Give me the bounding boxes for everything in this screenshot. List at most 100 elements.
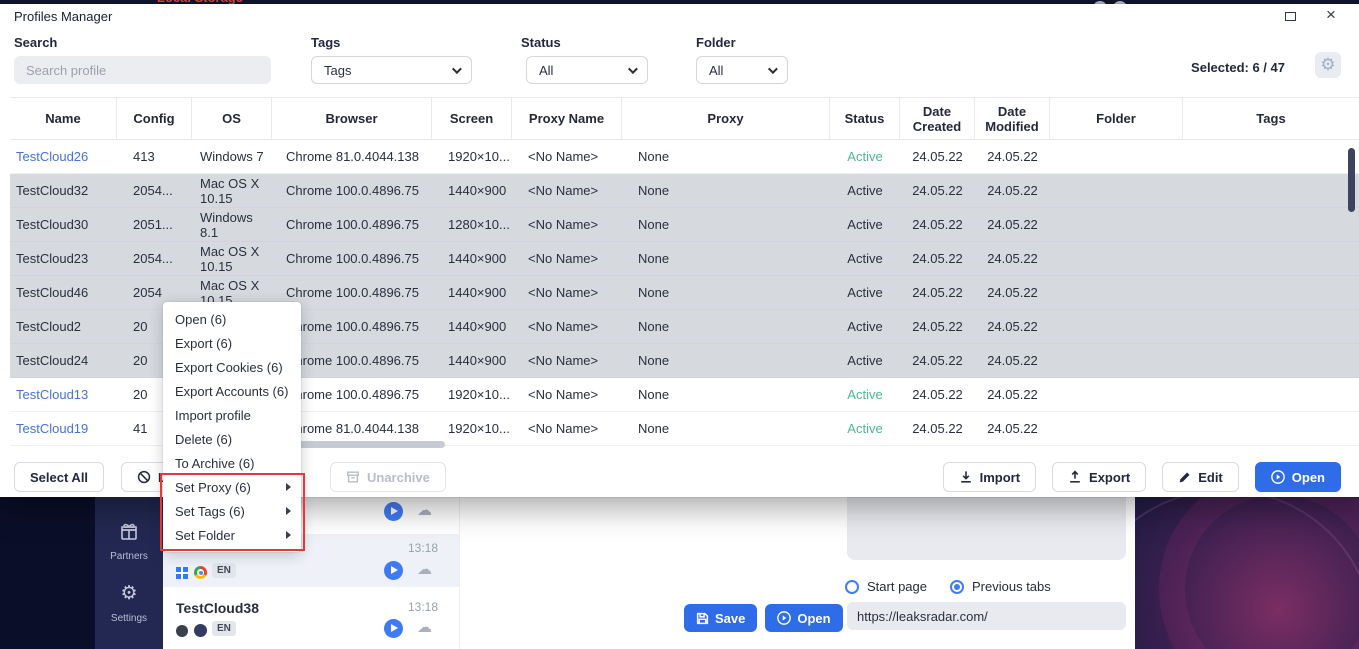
- profile-time: 13:18: [408, 541, 439, 555]
- column-header[interactable]: Folder: [1050, 98, 1183, 139]
- context-menu: Open (6) Export (6) Export Cookies (6) E…: [163, 302, 301, 552]
- column-header[interactable]: Proxy Name: [512, 98, 622, 139]
- search-input[interactable]: [14, 56, 271, 84]
- cell-config: 2054...: [133, 251, 173, 266]
- play-button[interactable]: [384, 502, 403, 521]
- table-row[interactable]: TestCloud19 41 Chrome 81.0.4044.138 1920…: [10, 412, 1359, 446]
- chevron-down-icon: [451, 63, 462, 74]
- profile-list-item[interactable]: TestCloud38 13:18 EN ☁: [163, 587, 459, 649]
- open-selected-button[interactable]: Open: [1254, 462, 1341, 492]
- cell-status: Active: [847, 251, 883, 266]
- import-button[interactable]: Import: [942, 462, 1037, 492]
- table-row[interactable]: TestCloud32 2054... Mac OS X 10.15 Chrom…: [10, 174, 1359, 208]
- cell-proxy-name: <No Name>: [528, 421, 599, 436]
- context-menu-item[interactable]: Import profile: [175, 407, 251, 423]
- context-menu-item[interactable]: Set Tags (6): [163, 499, 301, 523]
- export-button[interactable]: Export: [1052, 462, 1147, 492]
- unarchive-button[interactable]: Unarchive: [330, 462, 446, 492]
- context-menu-item[interactable]: Open (6): [175, 311, 227, 327]
- open-button[interactable]: Open: [765, 604, 843, 632]
- cell-date-created: 24.05.22: [912, 149, 963, 164]
- close-button[interactable]: ×: [1326, 5, 1336, 24]
- column-header[interactable]: Date Modified: [975, 98, 1050, 139]
- cloud-icon[interactable]: ☁: [417, 502, 432, 519]
- edit-button[interactable]: Edit: [1162, 462, 1239, 492]
- column-header[interactable]: Date Created: [900, 98, 975, 139]
- cell-folder: [1050, 378, 1183, 411]
- column-header[interactable]: Proxy: [622, 98, 830, 139]
- sidebar-item-settings[interactable]: ⚙ Settings: [95, 584, 163, 626]
- column-header[interactable]: Screen: [432, 98, 512, 139]
- play-button[interactable]: [384, 561, 403, 580]
- topbar-icon[interactable]: [1113, 1, 1127, 4]
- column-header[interactable]: OS: [192, 98, 272, 139]
- context-menu-item[interactable]: Set Proxy (6): [163, 475, 301, 499]
- save-icon: [696, 612, 709, 624]
- column-header[interactable]: Status: [830, 98, 900, 139]
- tags-select[interactable]: Tags: [311, 56, 472, 84]
- context-menu-item[interactable]: Export Cookies (6): [175, 359, 283, 375]
- cell-os: Windows 7: [200, 149, 264, 164]
- column-header[interactable]: Name: [10, 98, 117, 139]
- cloud-icon[interactable]: ☁: [417, 561, 432, 578]
- column-header[interactable]: Tags: [1256, 111, 1286, 126]
- cell-date-created: 24.05.22: [912, 183, 963, 198]
- context-menu-item[interactable]: Export Accounts (6): [175, 383, 289, 399]
- cell-proxy: None: [638, 251, 670, 266]
- profile-name-link[interactable]: TestCloud13: [16, 387, 89, 402]
- start-url-input[interactable]: https://leaksradar.com/: [847, 602, 1126, 630]
- cell-screen: 1280×10...: [448, 217, 510, 232]
- previous-tabs-radio[interactable]: [950, 579, 964, 594]
- cell-date-modified: 24.05.22: [987, 183, 1038, 198]
- profile-name-link[interactable]: TestCloud26: [16, 149, 89, 164]
- cell-date-modified: 24.05.22: [987, 387, 1038, 402]
- profile-name-link[interactable]: TestCloud23: [16, 251, 89, 266]
- profile-name-link[interactable]: TestCloud19: [16, 421, 89, 436]
- cell-proxy: None: [638, 421, 670, 436]
- context-menu-item[interactable]: Export (6): [175, 335, 233, 351]
- start-page-radio[interactable]: [845, 579, 859, 594]
- cloud-icon[interactable]: ☁: [417, 619, 432, 636]
- cell-folder: [1050, 276, 1183, 309]
- submenu-arrow-icon: [286, 483, 291, 491]
- table-row[interactable]: TestCloud13 20 Chrome 100.0.4896.75 1920…: [10, 378, 1359, 412]
- horizontal-scrollbar[interactable]: [270, 441, 445, 448]
- context-menu-item[interactable]: Set Folder: [163, 523, 301, 547]
- profile-list-item[interactable]: ☁: [163, 497, 459, 534]
- table-settings-button[interactable]: ⚙: [1315, 52, 1341, 78]
- cell-proxy: None: [638, 149, 670, 164]
- context-menu-item[interactable]: Delete (6): [175, 431, 233, 447]
- search-label: Search: [14, 35, 58, 50]
- cell-folder: [1050, 310, 1183, 343]
- play-button[interactable]: [384, 619, 403, 638]
- select-all-button[interactable]: Select All: [14, 462, 105, 492]
- sidebar-item-partners[interactable]: Partners: [95, 522, 163, 564]
- profile-name-link[interactable]: TestCloud32: [16, 183, 89, 198]
- topbar-icon[interactable]: [1093, 1, 1107, 4]
- submenu-arrow-icon: [286, 531, 291, 539]
- profile-name-link[interactable]: TestCloud24: [16, 353, 89, 368]
- play-circle-icon: [777, 611, 792, 625]
- cell-proxy-name: <No Name>: [528, 149, 599, 164]
- profile-name-link[interactable]: TestCloud46: [16, 285, 89, 300]
- cell-browser: Chrome 100.0.4896.75: [286, 217, 419, 232]
- column-header[interactable]: Config: [117, 98, 192, 139]
- context-menu-item[interactable]: To Archive (6): [175, 455, 255, 471]
- profile-name-link[interactable]: TestCloud2: [16, 319, 82, 334]
- cell-browser: Chrome 100.0.4896.75: [286, 319, 419, 334]
- table-row[interactable]: TestCloud26 413 Windows 7 Chrome 81.0.40…: [10, 140, 1359, 174]
- maximize-button[interactable]: [1285, 12, 1296, 21]
- cell-date-modified: 24.05.22: [987, 353, 1038, 368]
- status-select[interactable]: All: [526, 56, 648, 84]
- table-row[interactable]: TestCloud23 2054... Mac OS X 10.15 Chrom…: [10, 242, 1359, 276]
- table-row[interactable]: TestCloud30 2051... Windows 8.1 Chrome 1…: [10, 208, 1359, 242]
- play-circle-icon: [1270, 470, 1285, 484]
- nav-item-local-storage[interactable]: Local Storage: [157, 0, 243, 4]
- cell-tags: [1183, 412, 1359, 445]
- save-button[interactable]: Save: [684, 604, 758, 632]
- vertical-scrollbar[interactable]: [1348, 148, 1355, 212]
- cell-proxy-name: <No Name>: [528, 353, 599, 368]
- column-header[interactable]: Browser: [272, 98, 432, 139]
- profile-name-link[interactable]: TestCloud30: [16, 217, 89, 232]
- folder-select[interactable]: All: [696, 56, 788, 84]
